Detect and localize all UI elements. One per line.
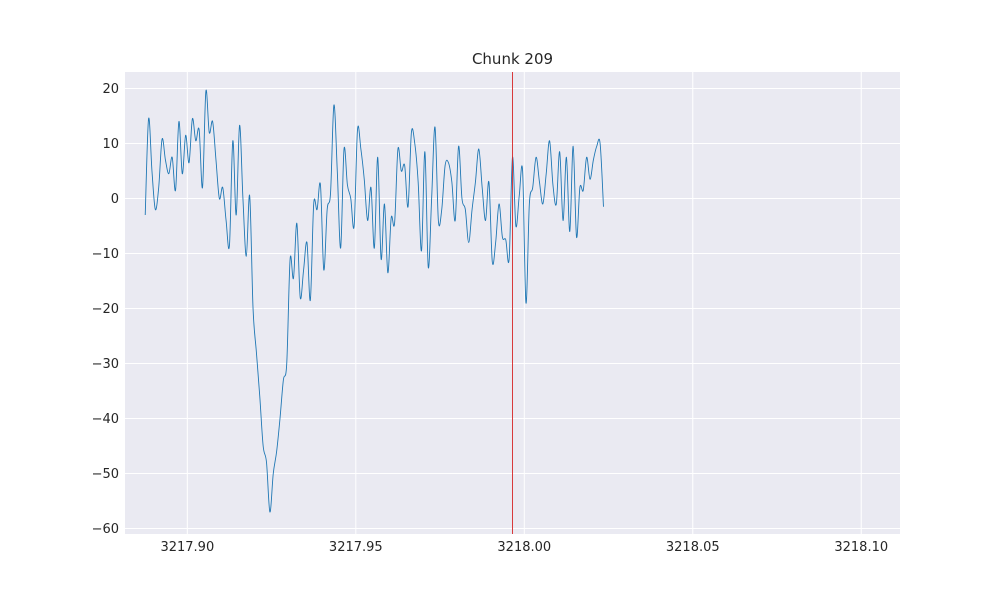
x-tick-label: 3217.95 — [329, 540, 383, 555]
y-tick-label: −30 — [92, 357, 119, 372]
y-tick-label: 10 — [102, 137, 119, 152]
x-tick-label: 3218.05 — [666, 540, 720, 555]
x-axis-ticks: 3217.90 3217.95 3218.00 3218.05 3218.10 — [160, 540, 888, 555]
chart-title: Chunk 209 — [472, 50, 553, 68]
y-tick-label: −20 — [92, 302, 119, 317]
y-tick-label: −50 — [92, 467, 119, 482]
y-tick-label: −60 — [92, 522, 119, 537]
x-tick-label: 3218.10 — [834, 540, 888, 555]
series-line — [144, 89, 604, 513]
x-tick-label: 3217.90 — [160, 540, 214, 555]
y-tick-label: 0 — [111, 192, 119, 207]
x-tick-label: 3218.00 — [497, 540, 551, 555]
y-tick-label: −40 — [92, 412, 119, 427]
y-tick-label: 20 — [102, 82, 119, 97]
y-axis-ticks: 20 10 0 −10 −20 −30 −40 −50 −60 — [92, 82, 119, 537]
y-tick-label: −10 — [92, 247, 119, 262]
